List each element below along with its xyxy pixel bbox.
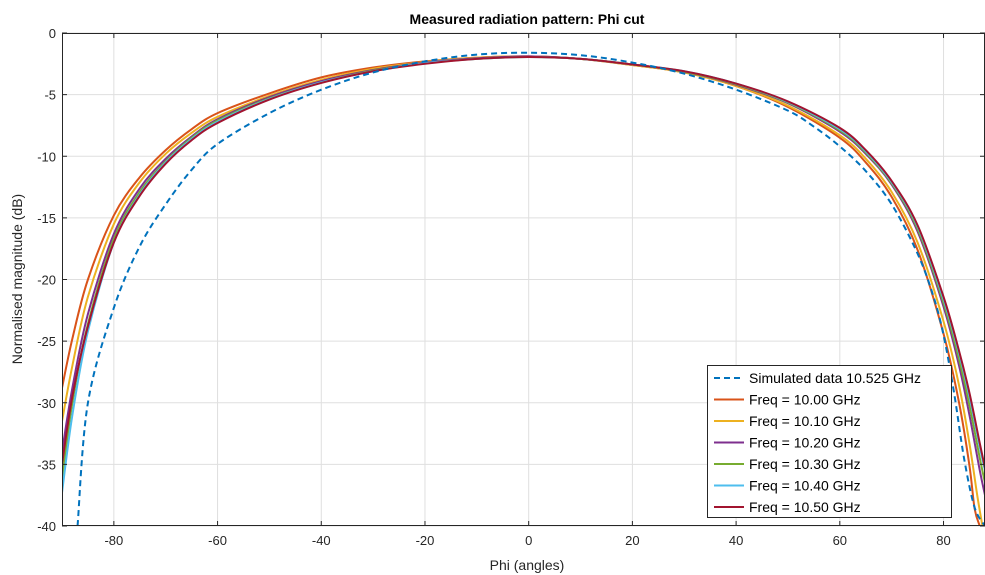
y-tick-label: -35 (37, 457, 56, 472)
y-tick-label: -5 (44, 88, 56, 103)
legend-label-4: Freq = 10.30 GHz (749, 456, 861, 472)
x-tick-label: -60 (208, 533, 227, 548)
x-tick-label: 40 (729, 533, 743, 548)
y-tick-label: -10 (37, 149, 56, 164)
series-lines (62, 51, 985, 526)
x-tick-label: 60 (833, 533, 847, 548)
chart-title: Measured radiation pattern: Phi cut (410, 11, 645, 27)
legend-box (707, 365, 952, 518)
legend-label-3: Freq = 10.20 GHz (749, 435, 861, 451)
y-tick-label: -30 (37, 396, 56, 411)
legend-label-0: Simulated data 10.525 GHz (749, 370, 921, 386)
y-tick-label: -20 (37, 273, 56, 288)
y-tick-label: -40 (37, 519, 56, 534)
series-line-6 (62, 56, 985, 469)
x-tick-label: -40 (312, 533, 331, 548)
legend-label-2: Freq = 10.10 GHz (749, 413, 861, 429)
y-tick-label: 0 (49, 26, 56, 41)
y-axis-label: Normalised magnitude (dB) (9, 194, 25, 364)
legend-label-5: Freq = 10.40 GHz (749, 478, 861, 494)
x-axis-label: Phi (angles) (490, 557, 565, 573)
legend-label-1: Freq = 10.00 GHz (749, 392, 861, 408)
x-tick-label: 0 (525, 533, 532, 548)
legend: Simulated data 10.525 GHz Freq = 10.00 GH… (707, 365, 952, 518)
x-tick-label: -80 (104, 533, 123, 548)
y-tick-label: -15 (37, 211, 56, 226)
x-tick-label: 20 (625, 533, 639, 548)
x-tick-label: -20 (416, 533, 435, 548)
y-tick-label: -25 (37, 334, 56, 349)
legend-label-6: Freq = 10.50 GHz (749, 499, 861, 515)
axis-ticks: -80 -60 -40 -20 0 20 40 60 80 0 -5 -10 -15 -20 -25 -30 -… (37, 26, 985, 548)
x-tick-label: 80 (936, 533, 950, 548)
